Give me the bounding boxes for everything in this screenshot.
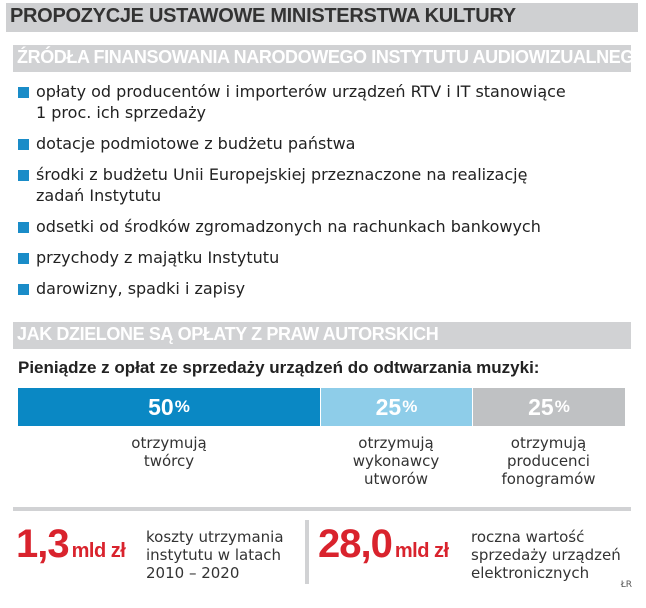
square-bullet-icon — [18, 87, 29, 98]
list-item: opłaty od producentów i importerów urząd… — [18, 81, 628, 123]
list-item: środki z budżetu Unii Europejskiej przez… — [18, 164, 628, 206]
list-item-line: zadań Instytutu — [36, 186, 162, 205]
segment-label-line: wykonawcy — [352, 452, 440, 470]
segment-unit: % — [402, 397, 418, 416]
section-funding-heading-bar: ŹRÓDŁA FINANSOWANIA NARODOWEGO INSTYTUTU… — [13, 45, 646, 72]
segment-value: 25 — [528, 393, 554, 420]
segment-performers-label: otrzymują wykonawcy utworów — [320, 434, 472, 488]
page-title: PROPOZYCJE USTAWOWE MINISTERSTWA KULTURY — [10, 5, 516, 27]
list-item-line: odsetki od środków zgromadzonych na rach… — [36, 217, 541, 236]
segment-producers-label: otrzymują producenci fonogramów — [472, 434, 625, 488]
segment-unit: % — [174, 397, 190, 416]
stat-desc-line: roczna wartość — [471, 528, 585, 546]
stat-unit: mld zł — [71, 540, 126, 562]
list-item: przychody z majątku Instytutu — [18, 247, 628, 268]
list-item-line: opłaty od producentów i importerów urząd… — [36, 82, 566, 101]
section-royalties-heading-bar: JAK DZIELONE SĄ OPŁATY Z PRAW AUTORSKICH — [13, 322, 631, 349]
header-bar: PROPOZYCJE USTAWOWE MINISTERSTWA KULTURY — [6, 3, 638, 32]
vertical-divider — [305, 520, 309, 584]
square-bullet-icon — [18, 170, 29, 181]
section-funding-heading: ŹRÓDŁA FINANSOWANIA NARODOWEGO INSTYTUTU… — [17, 47, 646, 67]
segment-creators: 50% — [18, 388, 320, 426]
segment-unit: % — [554, 397, 570, 416]
segment-label-line: twórcy — [143, 452, 195, 470]
list-item-line: darowizny, spadki i zapisy — [36, 279, 246, 298]
royalty-split-bar: 50% 25% 25% — [18, 388, 625, 426]
stat-annual-sales-value: 28,0 mld zł — [318, 522, 449, 567]
stat-desc-line: 2010 – 2020 — [146, 564, 240, 582]
segment-label-line: fonogramów — [501, 470, 596, 488]
stat-unit: mld zł — [394, 540, 449, 562]
segment-label-line: producenci — [507, 452, 590, 470]
section-royalties-heading: JAK DZIELONE SĄ OPŁATY Z PRAW AUTORSKICH — [17, 324, 439, 344]
square-bullet-icon — [18, 222, 29, 233]
segment-value: 25 — [375, 393, 402, 420]
stat-desc-line: elektronicznych — [471, 564, 590, 582]
list-item: darowizny, spadki i zapisy — [18, 278, 628, 299]
stat-desc-line: instytutu w latach — [146, 546, 282, 564]
list-item-line: dotacje podmiotowe z budżetu państwa — [36, 134, 356, 153]
stat-maintenance-cost-desc: koszty utrzymania instytutu w latach 201… — [146, 528, 284, 582]
stat-desc-line: sprzedaży urządzeń — [471, 546, 621, 564]
horizontal-divider — [13, 507, 631, 511]
square-bullet-icon — [18, 139, 29, 150]
segment-producers: 25% — [472, 388, 625, 426]
segment-value: 50 — [148, 393, 174, 420]
list-item-line: 1 proc. ich sprzedaży — [36, 103, 207, 122]
royalties-subtitle: Pieniądze z opłat ze sprzedaży urządzeń … — [18, 358, 540, 377]
author-credit: ŁR — [620, 580, 632, 590]
stat-number: 1,3 — [16, 522, 70, 566]
list-item: dotacje podmiotowe z budżetu państwa — [18, 133, 628, 154]
square-bullet-icon — [18, 284, 29, 295]
list-item-line: przychody z majątku Instytutu — [36, 248, 280, 267]
stat-maintenance-cost-value: 1,3 mld zł — [16, 522, 126, 567]
list-item: odsetki od środków zgromadzonych na rach… — [18, 216, 628, 237]
stat-desc-line: koszty utrzymania — [146, 528, 284, 546]
stat-annual-sales-desc: roczna wartość sprzedaży urządzeń elektr… — [471, 528, 621, 582]
segment-label-line: otrzymują — [510, 434, 587, 452]
funding-sources-list: opłaty od producentów i importerów urząd… — [18, 81, 628, 299]
square-bullet-icon — [18, 253, 29, 264]
segment-performers: 25% — [320, 388, 472, 426]
segment-label-line: otrzymują — [131, 434, 207, 452]
segment-label-line: otrzymują — [358, 434, 434, 452]
stat-number: 28,0 — [318, 522, 393, 566]
segment-creators-label: otrzymują twórcy — [18, 434, 320, 470]
list-item-line: środki z budżetu Unii Europejskiej przez… — [36, 165, 528, 184]
segment-label-line: utworów — [363, 470, 429, 488]
